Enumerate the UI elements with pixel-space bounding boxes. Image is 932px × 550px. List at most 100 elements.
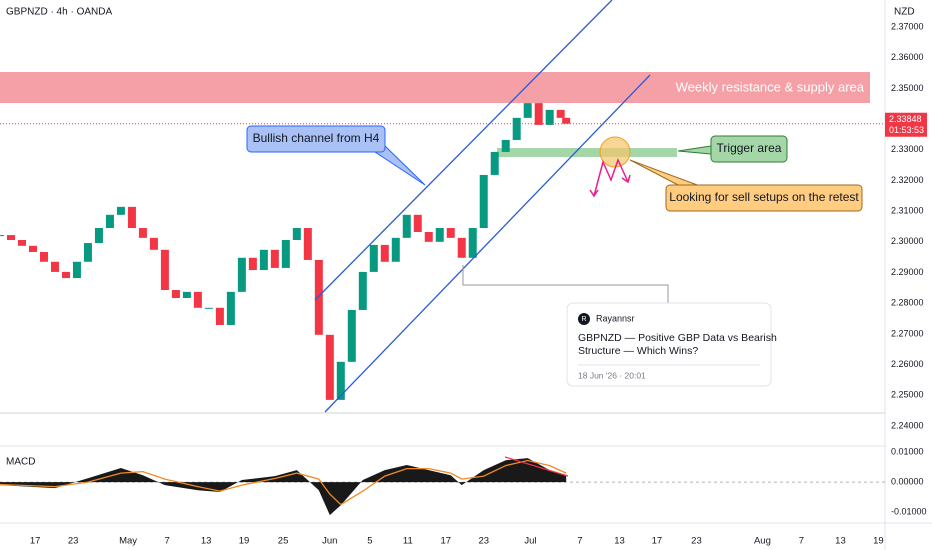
candle <box>0 235 4 237</box>
candle <box>562 117 571 124</box>
y-tick-label: 2.28000 <box>891 298 924 308</box>
candle <box>303 228 312 260</box>
candle <box>325 334 334 400</box>
candle <box>61 271 70 279</box>
x-tick-label: 13 <box>835 536 846 547</box>
x-tick-label: 17 <box>30 536 41 547</box>
callout-pointer <box>374 145 426 186</box>
x-tick-label: 13 <box>201 536 212 547</box>
callout-pointer <box>629 159 701 187</box>
y-tick-label: 2.33000 <box>891 144 924 154</box>
resistance-zone <box>0 72 870 103</box>
candle <box>468 228 477 258</box>
x-tick-label: 17 <box>652 536 663 547</box>
candle <box>314 259 323 335</box>
candle <box>479 174 488 229</box>
idea-author: Rayannsr <box>596 313 635 323</box>
symbol-title: GBPNZD · 4h · OANDA <box>6 7 112 18</box>
candle <box>105 214 114 229</box>
callout-pointer <box>677 145 712 155</box>
x-tick-label: 5 <box>367 536 372 547</box>
x-tick-label: Aug <box>754 536 771 547</box>
channel-label: Bullish channel from H4 <box>253 131 380 145</box>
y-tick-label: 2.29000 <box>891 267 924 277</box>
x-tick-label: May <box>119 536 137 547</box>
macd-trendline <box>504 456 569 477</box>
sell-label: Looking for sell setups on the retest <box>669 190 859 204</box>
candle <box>248 257 257 271</box>
y-tick-label: 2.25000 <box>891 390 924 400</box>
x-tick-label: 13 <box>614 536 625 547</box>
candle <box>369 244 378 272</box>
candle <box>523 103 532 118</box>
currency-label: NZD <box>894 7 915 18</box>
y-tick-label: 2.35000 <box>891 83 924 93</box>
candle <box>380 244 389 262</box>
candle <box>545 109 554 125</box>
candle <box>116 206 125 215</box>
candle <box>17 239 26 246</box>
candle <box>457 237 466 258</box>
trigger-label: Trigger area <box>717 141 782 155</box>
countdown-label: 01:53:53 <box>889 125 924 135</box>
candle <box>402 214 411 238</box>
x-tick-label: 25 <box>278 536 289 547</box>
candle <box>171 290 180 298</box>
y-tick-label: 2.36000 <box>891 52 924 62</box>
candle <box>50 261 59 272</box>
candle <box>138 228 147 238</box>
candle <box>391 237 400 262</box>
candle <box>424 232 433 242</box>
sell-callout <box>665 184 863 212</box>
avatar-letter: R <box>581 316 586 323</box>
candle <box>28 245 37 252</box>
candle <box>435 228 444 242</box>
candle <box>215 307 224 326</box>
x-tick-label: 7 <box>799 536 804 547</box>
x-tick-label: 19 <box>873 536 884 547</box>
trigger-zone <box>497 148 677 157</box>
candle <box>72 261 81 279</box>
y-tick-label: 2.30000 <box>891 236 924 246</box>
candle <box>512 117 521 140</box>
candle <box>336 361 345 400</box>
candle <box>226 291 235 326</box>
candle <box>237 257 246 292</box>
candle <box>501 139 510 152</box>
candle <box>556 109 565 118</box>
signal-line <box>0 459 567 506</box>
idea-title: GBPNZD — Positive GBP Data vs Bearish <box>578 332 777 344</box>
avatar <box>578 313 590 325</box>
macd-area <box>0 458 567 516</box>
candle <box>6 235 15 240</box>
idea-card[interactable]: R Rayannsr GBPNZD — Positive GBP Data vs… <box>566 302 777 387</box>
candle <box>490 151 499 175</box>
y-tick-label: -0.01000 <box>891 506 927 516</box>
x-tick-label: Jul <box>524 536 536 547</box>
macd-title: MACD <box>6 457 35 468</box>
channel-upper <box>314 0 613 301</box>
candle <box>182 291 191 298</box>
x-tick-label: 19 <box>239 536 250 547</box>
x-tick-label: 23 <box>691 536 702 547</box>
x-tick-label: Jun <box>322 536 337 547</box>
idea-title: Structure — Which Wins? <box>578 345 698 357</box>
candle <box>281 239 290 268</box>
y-tick-label: 2.32000 <box>891 175 924 185</box>
candle <box>347 309 356 362</box>
candle <box>292 228 301 240</box>
y-tick-label: 0.01000 <box>891 446 924 456</box>
candle <box>259 249 268 271</box>
candle <box>83 243 92 262</box>
x-tick-label: 23 <box>478 536 489 547</box>
retest-circle <box>599 136 631 168</box>
candle <box>358 271 367 310</box>
y-tick-label: 2.24000 <box>891 420 924 430</box>
idea-date: 18 Jun '26 · 20:01 <box>578 370 646 380</box>
candle <box>127 206 136 229</box>
candle <box>413 214 422 233</box>
channel-callout <box>246 125 386 153</box>
candle <box>149 237 158 250</box>
y-tick-label: 2.31000 <box>891 206 924 216</box>
